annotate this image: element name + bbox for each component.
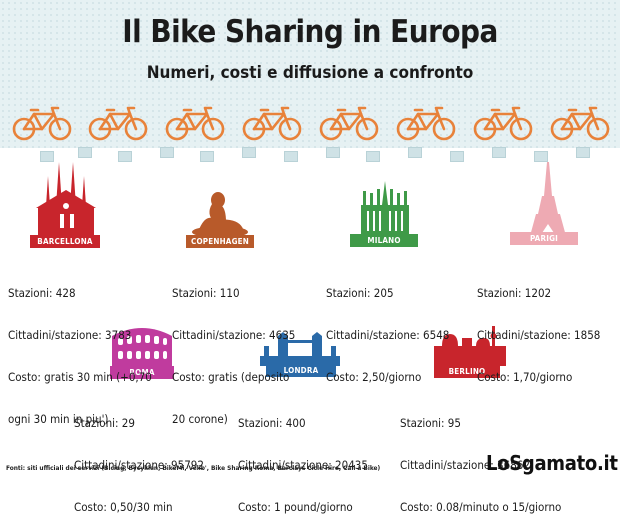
bicycle-icon (242, 106, 302, 141)
info-londra: Stazioni: 400 Cittadini/stazione: 20435 … (238, 388, 368, 528)
tag-marker (160, 147, 174, 158)
city-badge-parigi: PARIGI (510, 232, 578, 245)
little-mermaid-icon (192, 192, 248, 238)
duomo-milano-icon (361, 181, 409, 235)
costo-roma: Costo: 0,50/30 min (74, 500, 173, 514)
info-milano: Stazioni: 205 Cittadini/stazione: 6548 C… (326, 258, 449, 398)
city-badge-londra: LONDRA (266, 364, 336, 377)
colosseum-icon (112, 328, 172, 368)
info-parigi: Stazioni: 1202 Cittadini/stazione: 1858 … (477, 258, 600, 398)
bicycle-icon (12, 106, 72, 141)
tag-marker (576, 147, 590, 158)
cittadini-copenhagen: Cittadini/stazione: 4635 (172, 328, 296, 342)
city-badge-milano: MILANO (350, 234, 418, 247)
brand-logo: LoSgamato.it (486, 451, 618, 475)
tag-marker (40, 151, 54, 162)
stazioni-barcellona: Stazioni: 428 (8, 286, 76, 300)
tag-marker (366, 151, 380, 162)
city-badge-roma: ROMA (110, 366, 174, 379)
costo-copenhagen-2: 20 corone) (172, 412, 228, 426)
stazioni-parigi: Stazioni: 1202 (477, 286, 552, 300)
costo-barcellona: Costo: gratis 30 min (+0,70 (8, 370, 152, 384)
stazioni-copenhagen: Stazioni: 110 (172, 286, 240, 300)
tag-marker (326, 147, 340, 158)
bicycle-icon (550, 106, 610, 141)
bicycle-icon (319, 106, 379, 141)
info-roma: Stazioni: 29 Cittadini/stazione: 95792 C… (74, 388, 204, 528)
sagrada-familia-icon (36, 162, 96, 236)
city-badge-berlino: BERLINO (434, 365, 500, 378)
stazioni-milano: Stazioni: 205 (326, 286, 394, 300)
city-badge-copenhagen: COPENHAGEN (186, 235, 254, 248)
tag-marker (408, 147, 422, 158)
tag-marker (118, 151, 132, 162)
cittadini-berlino: Cittadini/stazione: 36862 (400, 458, 530, 472)
stazioni-roma: Stazioni: 29 (74, 416, 135, 430)
tag-marker (450, 151, 464, 162)
tag-marker (534, 151, 548, 162)
cittadini-barcellona: Cittadini/stazione: 3783 (8, 328, 132, 342)
cittadini-roma: Cittadini/stazione: 95792 (74, 458, 204, 472)
bicycle-icon (473, 106, 533, 141)
costo-barcellona-2: ogni 30 min in piu') (8, 412, 109, 426)
tower-bridge-icon (260, 332, 340, 366)
bicycle-icon (396, 106, 456, 141)
info-copenhagen: Stazioni: 110 Cittadini/stazione: 4635 C… (172, 258, 295, 440)
tag-marker (284, 151, 298, 162)
stazioni-londra: Stazioni: 400 (238, 416, 306, 430)
tag-marker (242, 147, 256, 158)
costo-parigi: Costo: 1,70/giorno (477, 370, 573, 384)
costo-londra: Costo: 1 pound/giorno (238, 500, 353, 514)
tag-row (0, 145, 620, 165)
tag-marker (200, 151, 214, 162)
costo-milano: Costo: 2,50/giorno (326, 370, 422, 384)
bicycle-icon (165, 106, 225, 141)
berlin-skyline-icon (434, 326, 506, 366)
info-barcellona: Stazioni: 428 Cittadini/stazione: 3783 C… (8, 258, 152, 440)
costo-copenhagen: Costo: gratis (deposito (172, 370, 290, 384)
tag-marker (492, 147, 506, 158)
bicycle-icon (88, 106, 148, 141)
sources-footer: Fonti: siti ufficiali dei servizi (Bicin… (6, 464, 381, 472)
stazioni-berlino: Stazioni: 95 (400, 416, 461, 430)
page-title: Il Bike Sharing in Europa (122, 14, 498, 50)
costo-berlino: Costo: 0.08/minuto o 15/giorno (400, 500, 562, 514)
page-subtitle: Numeri, costi e diffusione a confronto (146, 63, 474, 83)
tag-marker (78, 147, 92, 158)
eiffel-tower-icon (530, 162, 566, 236)
cittadini-milano: Cittadini/stazione: 6548 (326, 328, 450, 342)
city-badge-barcellona: BARCELLONA (30, 235, 100, 248)
cittadini-londra: Cittadini/stazione: 20435 (238, 458, 368, 472)
cittadini-parigi: Cittadini/stazione: 1858 (477, 328, 601, 342)
